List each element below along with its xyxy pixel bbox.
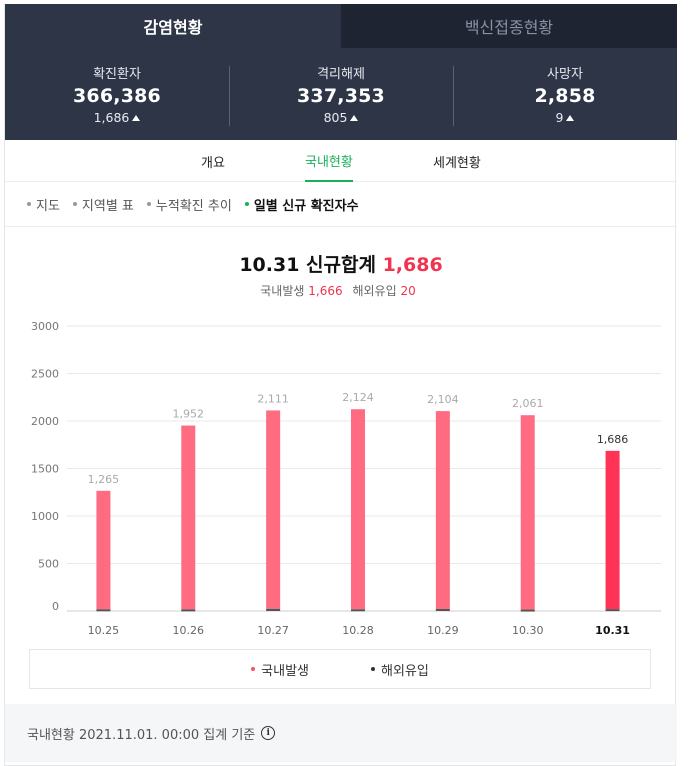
filter-daily-new[interactable]: 일별 신규 확진자수 — [244, 195, 359, 214]
bar-domestic[interactable] — [96, 490, 111, 610]
x-tick-label: 10.31 — [595, 624, 630, 637]
filter-region-table[interactable]: 지역별 표 — [72, 195, 134, 214]
tab-infection-status[interactable]: 감염현황 — [5, 4, 341, 48]
bar-overseas[interactable] — [266, 608, 281, 611]
legend-item-domestic[interactable]: 국내발생 — [251, 660, 309, 679]
bar-total-label: 2,111 — [257, 392, 289, 405]
x-tick-label: 10.29 — [427, 624, 459, 637]
stat-delta: 1,686 — [94, 110, 141, 125]
bar-overseas[interactable] — [351, 609, 365, 612]
bar-total-label: 1,265 — [88, 473, 120, 486]
bar-overseas[interactable] — [605, 609, 620, 612]
stat-label: 사망자 — [547, 67, 583, 82]
x-tick-label: 10.25 — [88, 624, 120, 637]
bar-domestic[interactable] — [181, 425, 196, 610]
top-tabs: 감염현황 백신접종현황 — [5, 4, 677, 48]
stat-delta-value: 805 — [323, 110, 348, 125]
stat-label: 격리해제 — [317, 67, 365, 82]
bar-total-label: 1,686 — [597, 433, 629, 446]
stat-released: 격리해제 337,353 805 — [229, 62, 453, 126]
bar-domestic[interactable] — [435, 411, 450, 610]
legend-dot-icon — [371, 667, 375, 671]
tab-vaccination-status[interactable]: 백신접종현황 — [341, 4, 677, 48]
legend-item-overseas[interactable]: 해외유입 — [371, 660, 429, 679]
y-tick-label: 500 — [38, 558, 59, 571]
chart-title-total: 1,686 — [382, 254, 443, 276]
stat-delta-value: 1,686 — [93, 110, 130, 125]
tab-domestic[interactable]: 국내현황 — [305, 140, 353, 182]
y-tick-label: 1500 — [31, 463, 59, 476]
stat-confirmed: 확진환자 366,386 1,686 — [5, 62, 229, 126]
y-tick-label: 2500 — [31, 368, 59, 381]
domestic-label: 국내발생 — [260, 284, 305, 298]
divider — [5, 226, 677, 227]
bar-domestic[interactable] — [266, 410, 281, 609]
x-tick-label: 10.27 — [257, 624, 289, 637]
filter-cumulative-trend[interactable]: 누적확진 추이 — [146, 195, 232, 214]
stat-label: 확진환자 — [93, 67, 141, 82]
bar-domestic[interactable] — [605, 450, 620, 610]
x-tick-label: 10.28 — [342, 624, 374, 637]
bar-overseas[interactable] — [435, 609, 450, 612]
domestic-value: 1,666 — [308, 284, 343, 298]
stat-value: 366,386 — [73, 85, 161, 107]
bar-total-label: 2,104 — [427, 393, 459, 406]
y-tick-label: 3000 — [31, 320, 59, 333]
bullet-icon — [72, 202, 77, 206]
legend-dot-icon — [251, 667, 256, 671]
y-tick-label: 1000 — [31, 510, 59, 523]
stat-deaths: 사망자 2,858 9 — [453, 62, 677, 126]
arrow-up-icon — [132, 114, 141, 121]
bar-domestic[interactable] — [520, 415, 535, 610]
covid-status-widget: 감염현황 백신접종현황 확진환자 366,386 1,686 격리해제 337,… — [4, 4, 677, 766]
footer-note: 국내현황 2021.11.01. 00:00 집계 기준 i — [5, 704, 677, 762]
filter-label: 일별 신규 확진자수 — [253, 198, 359, 214]
x-tick-label: 10.30 — [512, 624, 544, 637]
overseas-value: 20 — [400, 284, 416, 298]
stat-delta: 805 — [324, 110, 359, 125]
daily-cases-bar-chart: 0 500 1000 1500 2000 2500 3000 1,265 10.25 1,952 1… — [31, 320, 661, 637]
stat-value: 337,353 — [297, 85, 385, 107]
bar-overseas[interactable] — [96, 609, 111, 612]
footer-text: 국내현황 2021.11.01. 00:00 집계 기준 — [27, 727, 256, 743]
chart-subtitle: 국내발생 1,666 해외유입 20 — [5, 282, 677, 299]
stat-value: 2,858 — [534, 85, 596, 107]
sub-tabs: 개요 국내현황 세계현황 — [5, 140, 677, 182]
chart-title-label: 10.31 신규합계 — [239, 254, 376, 276]
bar-total-label: 1,952 — [173, 408, 205, 421]
bar-domestic[interactable] — [351, 409, 365, 610]
filter-label: 지역별 표 — [81, 198, 134, 214]
bullet-icon — [244, 202, 249, 206]
overseas-label: 해외유입 — [352, 284, 397, 298]
arrow-up-icon — [566, 114, 575, 121]
x-tick-label: 10.26 — [173, 624, 205, 637]
stat-delta-value: 9 — [555, 110, 564, 125]
stat-delta: 9 — [556, 110, 575, 125]
bar-overseas[interactable] — [520, 609, 535, 612]
filter-label: 누적확진 추이 — [155, 198, 232, 214]
y-tick-label: 2000 — [31, 415, 59, 428]
chart-title: 10.31 신규합계 1,686 — [5, 250, 677, 277]
chart-filter-row: 지도 지역별 표 누적확진 추이 일별 신규 확진자수 — [27, 192, 359, 216]
bullet-icon — [146, 202, 151, 206]
y-tick-label: 0 — [52, 600, 59, 613]
tab-world[interactable]: 세계현황 — [433, 155, 481, 171]
bar-total-label: 2,061 — [512, 397, 544, 410]
legend-label: 해외유입 — [381, 663, 429, 679]
tab-overview[interactable]: 개요 — [201, 155, 225, 171]
stats-panel: 확진환자 366,386 1,686 격리해제 337,353 805 사망자 … — [5, 48, 677, 140]
info-icon[interactable]: i — [261, 726, 276, 740]
chart-legend: 국내발생 해외유입 — [29, 649, 651, 689]
filter-label: 지도 — [36, 198, 60, 214]
bar-overseas[interactable] — [181, 609, 196, 612]
legend-label: 국내발생 — [261, 663, 309, 679]
bullet-icon — [27, 202, 31, 206]
arrow-up-icon — [350, 114, 359, 121]
filter-map[interactable]: 지도 — [27, 195, 60, 214]
bar-total-label: 2,124 — [342, 391, 374, 404]
